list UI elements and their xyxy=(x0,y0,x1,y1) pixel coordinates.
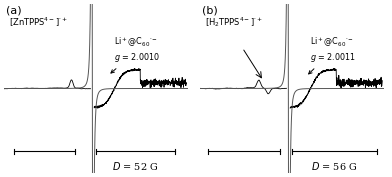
Text: $D$ = 56 G: $D$ = 56 G xyxy=(311,160,358,172)
Text: Li$^+$@C$_{60}$$^{\cdot-}$
$g$ = 2.0011: Li$^+$@C$_{60}$$^{\cdot-}$ $g$ = 2.0011 xyxy=(309,36,357,74)
Text: (b): (b) xyxy=(202,5,218,15)
Text: [H$_2$TPPS$^{4-}$]$^{\cdot+}$: [H$_2$TPPS$^{4-}$]$^{\cdot+}$ xyxy=(205,15,263,29)
Text: (a): (a) xyxy=(6,5,22,15)
Text: [ZnTPPS$^{4-}$]$^{\cdot+}$: [ZnTPPS$^{4-}$]$^{\cdot+}$ xyxy=(9,15,68,28)
Text: $D$ = 52 G: $D$ = 52 G xyxy=(113,160,159,172)
Text: Li$^+$@C$_{60}$$^{\cdot-}$
$g$ = 2.0010: Li$^+$@C$_{60}$$^{\cdot-}$ $g$ = 2.0010 xyxy=(111,36,161,73)
